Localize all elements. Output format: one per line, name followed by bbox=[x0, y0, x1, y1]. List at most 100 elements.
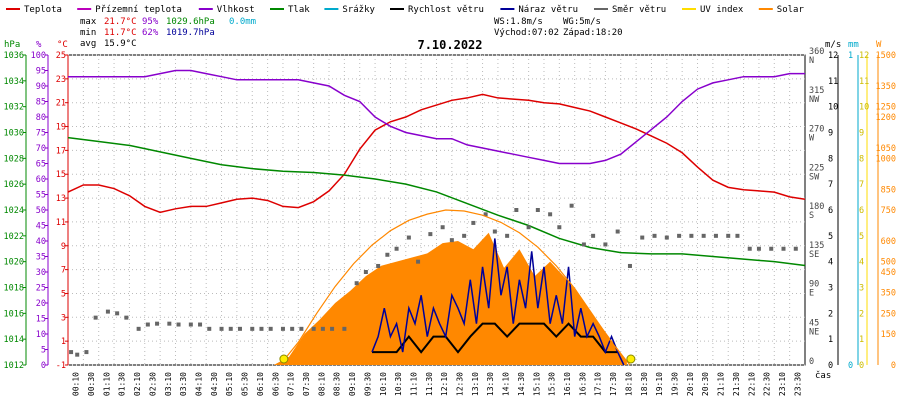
series-1-line bbox=[68, 69, 805, 165]
series-5-point-33 bbox=[406, 235, 411, 240]
x-tick-label-2: 01:10 bbox=[102, 372, 111, 396]
uv-tick-label-1: 1 bbox=[859, 335, 864, 345]
stats-min-label: min bbox=[80, 28, 96, 38]
uv-tick-label-0: 0 bbox=[859, 361, 864, 371]
series-5-point-25 bbox=[320, 326, 325, 331]
series-5-point-66 bbox=[781, 246, 786, 251]
series-5-point-62 bbox=[735, 233, 740, 238]
solar-tick-label-7: 750 bbox=[881, 206, 896, 216]
wind-dir-tick-label-0: 0 bbox=[809, 357, 814, 367]
axes: 1012101410161018102010221024102610281030… bbox=[4, 47, 896, 371]
temperature-tick-label-8: 15 bbox=[56, 170, 66, 180]
pressure-tick-label-1: 1014 bbox=[4, 335, 24, 345]
humidity-tick-label-11: 55 bbox=[36, 191, 46, 201]
series-5-point-58 bbox=[689, 233, 694, 238]
x-axis-ticks: 00:10 00:30 01:10 01:30 02:10 02:30 03:10 03:30… bbox=[72, 372, 803, 396]
pressure-tick-label-3: 1018 bbox=[4, 284, 24, 294]
legend-label-4: Srážky bbox=[342, 5, 375, 15]
temperature-tick-label-7: 13 bbox=[56, 194, 66, 204]
wind-speed-tick-label-5: 5 bbox=[828, 232, 833, 242]
wind-speed-tick-label-6: 6 bbox=[828, 206, 833, 216]
temperature-tick-label-3: 5 bbox=[61, 289, 66, 299]
stats-sunset: Západ:18:20 bbox=[563, 28, 623, 38]
x-tick-label-22: 11:10 bbox=[409, 372, 418, 396]
x-tick-label-24: 12:10 bbox=[440, 372, 449, 396]
wind-dir-tick-label-6: 270 bbox=[809, 125, 824, 135]
humidity-tick-label-19: 95 bbox=[36, 67, 46, 77]
x-tick-label-31: 15:30 bbox=[548, 372, 557, 396]
series-5-point-8 bbox=[145, 322, 150, 327]
unit-w: W bbox=[876, 40, 882, 50]
series-5-point-67 bbox=[793, 246, 798, 251]
wind-speed-tick-label-9: 9 bbox=[828, 129, 833, 139]
series-5-point-30 bbox=[376, 263, 381, 268]
solar-tick-label-3: 350 bbox=[881, 289, 896, 299]
temperature-tick-label-1: 1 bbox=[61, 337, 66, 347]
series-5-point-11 bbox=[176, 322, 181, 327]
humidity-tick-label-2: 10 bbox=[36, 330, 46, 340]
unit-ms: m/s bbox=[825, 40, 841, 50]
series-5-point-49 bbox=[581, 242, 586, 247]
x-tick-label-10: 05:10 bbox=[225, 372, 234, 396]
wind-speed-tick-label-0: 0 bbox=[828, 361, 833, 371]
x-tick-label-44: 22:10 bbox=[747, 372, 756, 396]
series-3-line bbox=[372, 322, 618, 354]
rain-tick-label-0: 0 bbox=[848, 361, 853, 371]
x-tick-label-47: 23:30 bbox=[793, 372, 802, 396]
legend-label-8: UV index bbox=[700, 5, 744, 15]
temperature-tick-label-10: 19 bbox=[56, 123, 66, 133]
series-solar-area bbox=[273, 232, 627, 365]
chart-date: 7.10.2022 bbox=[417, 38, 482, 52]
x-tick-label-45: 22:30 bbox=[763, 372, 772, 396]
pressure-tick-label-7: 1026 bbox=[4, 180, 24, 190]
series-5-point-29 bbox=[363, 270, 368, 274]
humidity-tick-label-0: 0 bbox=[41, 361, 46, 371]
x-tick-label-9: 04:30 bbox=[210, 372, 219, 396]
solar-tick-label-10: 1050 bbox=[876, 144, 896, 154]
unit-hpa: hPa bbox=[4, 40, 20, 50]
series-5-point-9 bbox=[155, 321, 160, 326]
series-5-point-59 bbox=[701, 233, 706, 238]
solar-tick-label-9: 1000 bbox=[876, 154, 896, 164]
x-tick-label-37: 18:30 bbox=[640, 372, 649, 396]
pressure-tick-label-6: 1024 bbox=[4, 206, 24, 216]
stats-avg-temp: 15.9°C bbox=[104, 39, 137, 49]
series-5-point-34 bbox=[416, 259, 421, 264]
pressure-tick-label-9: 1030 bbox=[4, 129, 24, 139]
wind-speed-tick-label-12: 12 bbox=[828, 51, 838, 61]
solar-tick-label-4: 450 bbox=[881, 268, 896, 278]
humidity-tick-label-6: 30 bbox=[36, 268, 46, 278]
x-tick-label-1: 00:30 bbox=[87, 372, 96, 396]
series-5-point-5 bbox=[115, 311, 120, 316]
solar-tick-label-8: 850 bbox=[881, 185, 896, 195]
wind-dir-tick-compass-8: N bbox=[809, 56, 814, 66]
series-5-point-22 bbox=[290, 326, 295, 331]
series-5-point-35 bbox=[428, 232, 433, 237]
x-tick-label-13: 06:30 bbox=[271, 372, 280, 396]
x-tick-label-36: 18:10 bbox=[624, 372, 633, 396]
x-tick-label-46: 23:10 bbox=[778, 372, 787, 396]
wind-dir-tick-compass-6: W bbox=[809, 134, 815, 144]
pressure-tick-label-12: 1036 bbox=[4, 51, 24, 61]
wind-speed-tick-label-8: 8 bbox=[828, 154, 833, 164]
wind-dir-tick-compass-5: SW bbox=[809, 172, 820, 182]
x-tick-label-18: 09:10 bbox=[348, 372, 357, 396]
plot-area bbox=[67, 69, 806, 366]
series-5-point-45 bbox=[535, 208, 540, 212]
x-tick-label-0: 00:10 bbox=[72, 372, 81, 396]
stats-block: max 21.7°C 95% 1029.6hPa 0.0mm min 11.7°… bbox=[80, 17, 623, 49]
stats-wg: WG:5m/s bbox=[563, 17, 601, 27]
humidity-tick-label-18: 90 bbox=[36, 82, 46, 92]
x-tick-label-5: 02:30 bbox=[148, 372, 157, 396]
series-5-point-51 bbox=[603, 242, 608, 247]
x-tick-label-28: 14:10 bbox=[502, 372, 511, 396]
series-5-point-43 bbox=[514, 208, 519, 212]
stats-avg-label: avg bbox=[80, 39, 96, 49]
series-5-point-37 bbox=[449, 238, 454, 243]
x-tick-label-14: 07:10 bbox=[287, 372, 296, 396]
series-5-point-24 bbox=[311, 326, 316, 331]
solar-tick-label-1: 150 bbox=[881, 330, 896, 340]
humidity-tick-label-7: 35 bbox=[36, 253, 46, 263]
temperature-tick-label-13: 25 bbox=[56, 51, 66, 61]
temperature-tick-label-6: 11 bbox=[56, 218, 66, 228]
